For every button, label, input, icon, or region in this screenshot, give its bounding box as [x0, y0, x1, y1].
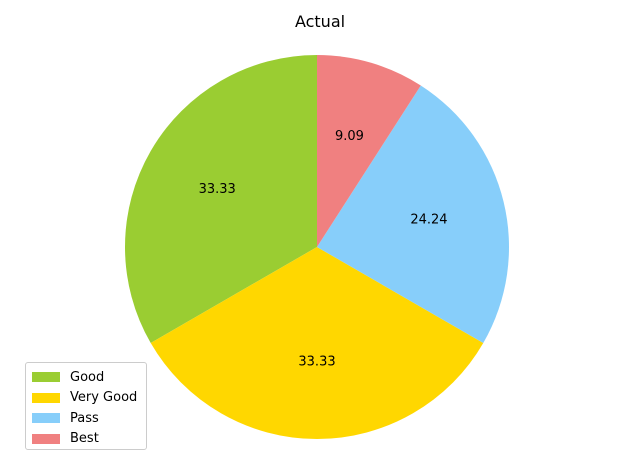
- chart-title: Actual: [294, 12, 346, 31]
- legend-swatch: [32, 392, 60, 403]
- pie-slice-good: [124, 55, 317, 343]
- pie-slice-best: [317, 55, 421, 247]
- legend-swatch: [32, 413, 60, 424]
- legend-item: Very Good: [32, 388, 140, 409]
- slice-value-label: 33.33: [199, 182, 236, 197]
- pie-slice-very-good: [150, 247, 484, 440]
- legend-label: Best: [70, 431, 99, 447]
- slice-value-label: 24.24: [410, 212, 447, 227]
- legend-label: Good: [70, 369, 105, 385]
- legend-item: Best: [32, 429, 140, 450]
- legend-label: Pass: [70, 410, 99, 426]
- chart-legend: Good Very Good Pass Best: [25, 362, 147, 450]
- slice-value-label: 33.33: [298, 355, 335, 370]
- legend-swatch: [32, 372, 60, 383]
- pie-slice-pass: [317, 85, 510, 343]
- legend-item: Good: [32, 367, 140, 388]
- legend-swatch: [32, 433, 60, 444]
- legend-item: Pass: [32, 408, 140, 429]
- slice-value-label: 9.09: [335, 129, 364, 144]
- legend-label: Very Good: [70, 390, 138, 406]
